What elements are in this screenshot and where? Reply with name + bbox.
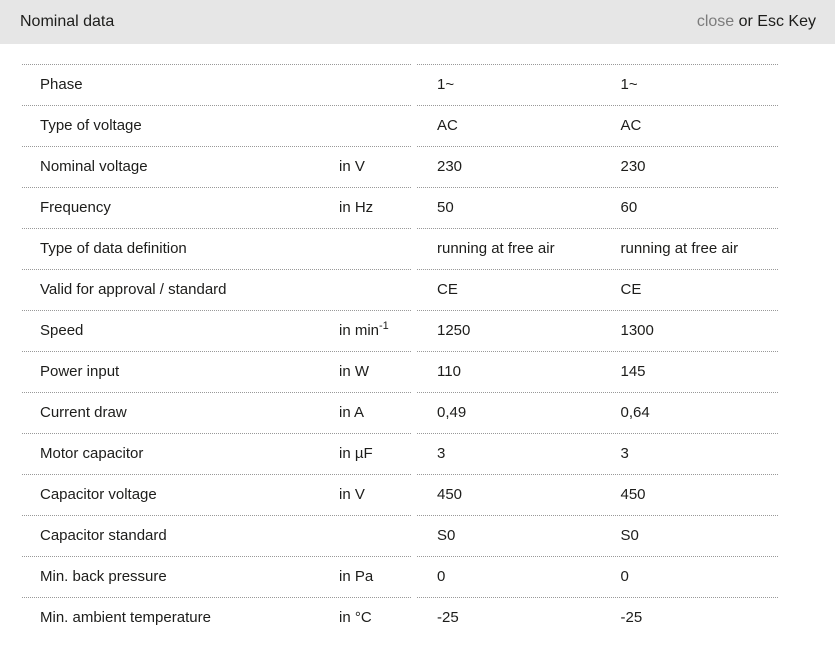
row-value-2: running at free air xyxy=(620,240,739,257)
table-row: Type of data definition xyxy=(22,229,411,270)
row-value-1: -25 xyxy=(437,609,459,626)
row-label: Frequency xyxy=(40,199,111,216)
row-label: Phase xyxy=(40,76,83,93)
row-label: Nominal voltage xyxy=(40,158,148,175)
row-label: Min. back pressure xyxy=(40,568,167,585)
row-label: Type of voltage xyxy=(40,117,142,134)
row-value-2: 0 xyxy=(620,568,629,585)
row-label: Capacitor voltage xyxy=(40,486,157,503)
table-row: Speed in min-1 xyxy=(22,311,411,352)
row-unit: in Pa xyxy=(339,568,374,585)
row-unit: in µF xyxy=(339,445,373,462)
table-row: Current draw in A xyxy=(22,393,411,434)
row-label: Min. ambient temperature xyxy=(40,609,211,626)
table-row: Valid for approval / standard xyxy=(22,270,411,311)
table-row: Min. back pressure in Pa xyxy=(22,557,411,598)
row-unit: in Hz xyxy=(339,199,374,216)
table-row: Capacitor voltage in V xyxy=(22,475,411,516)
table-row: Phase xyxy=(22,64,411,106)
row-unit: in °C xyxy=(339,609,372,626)
row-value-2: AC xyxy=(620,117,642,134)
table-row: Power input in W xyxy=(22,352,411,393)
table-row-values: 50 60 xyxy=(417,188,778,229)
row-value-2: S0 xyxy=(620,527,639,544)
row-value-2: 230 xyxy=(620,158,646,175)
unit-superscript: -1 xyxy=(379,320,389,332)
row-value-1: 1~ xyxy=(437,76,455,93)
row-label: Valid for approval / standard xyxy=(40,281,227,298)
row-value-1: AC xyxy=(437,117,458,134)
labels-column: Phase Type of voltage Nominal voltage in V F… xyxy=(22,64,411,638)
table-row-values: 110 145 xyxy=(417,352,778,393)
row-value-2: 3 xyxy=(620,445,629,462)
row-label: Current draw xyxy=(40,404,127,421)
row-unit: in W xyxy=(339,363,369,380)
row-value-1: running at free air xyxy=(437,240,555,257)
row-label: Speed xyxy=(40,322,84,339)
row-label: Type of data definition xyxy=(40,240,187,257)
table-row-values: running at free air running at free air xyxy=(417,229,778,270)
nominal-data-table: Phase Type of voltage Nominal voltage in V F… xyxy=(22,64,778,638)
row-value-1: 0,49 xyxy=(437,404,467,421)
table-row-values: 1~ 1~ xyxy=(417,64,778,106)
row-value-1: 1250 xyxy=(437,322,471,339)
table-row: Type of voltage xyxy=(22,106,411,147)
row-value-1: 0 xyxy=(437,568,446,585)
row-value-1: 450 xyxy=(437,486,463,503)
table-row-values: CE CE xyxy=(417,270,778,311)
dialog-title: Nominal data xyxy=(20,13,115,30)
table-row-values: AC AC xyxy=(417,106,778,147)
row-value-1: 230 xyxy=(437,158,463,175)
row-label: Capacitor standard xyxy=(40,527,167,544)
row-value-2: 450 xyxy=(620,486,646,503)
row-unit: in V xyxy=(339,486,365,503)
row-label: Motor capacitor xyxy=(40,445,144,462)
row-value-2: 1300 xyxy=(620,322,654,339)
row-unit: in V xyxy=(339,158,365,175)
table-row: Frequency in Hz xyxy=(22,188,411,229)
row-label: Power input xyxy=(40,363,120,380)
table-row-values: 230 230 xyxy=(417,147,778,188)
row-value-2: 60 xyxy=(620,199,638,216)
row-value-1: S0 xyxy=(437,527,456,544)
dialog-header: Nominal data close or Esc Key xyxy=(0,0,835,44)
table-row-values: 1250 1300 xyxy=(417,311,778,352)
row-value-2: 1~ xyxy=(620,76,638,93)
row-value-2: 0,64 xyxy=(620,404,650,421)
row-value-1: CE xyxy=(437,281,458,298)
row-value-2: CE xyxy=(620,281,642,298)
table-row-values: S0 S0 xyxy=(417,516,778,557)
close-area: close or Esc Key xyxy=(697,13,816,31)
row-value-1: 3 xyxy=(437,445,446,462)
values-column: 1~ 1~ AC AC 230 230 50 60 running at free air run… xyxy=(417,64,778,638)
row-value-2: 145 xyxy=(620,363,646,380)
table-row-values: -25 -25 xyxy=(417,598,778,638)
row-unit: in A xyxy=(339,404,365,421)
row-value-1: 50 xyxy=(437,199,454,216)
table-row: Nominal voltage in V xyxy=(22,147,411,188)
table-row: Min. ambient temperature in °C xyxy=(22,598,411,638)
row-value-2: -25 xyxy=(620,609,643,626)
esc-key-hint: or Esc Key xyxy=(734,13,816,30)
table-row: Capacitor standard xyxy=(22,516,411,557)
table-row-values: 450 450 xyxy=(417,475,778,516)
table-row: Motor capacitor in µF xyxy=(22,434,411,475)
row-value-1: 110 xyxy=(437,363,461,380)
close-button[interactable]: close xyxy=(696,13,735,30)
row-unit: in min-1 xyxy=(339,320,389,340)
table-row-values: 0,49 0,64 xyxy=(417,393,778,434)
